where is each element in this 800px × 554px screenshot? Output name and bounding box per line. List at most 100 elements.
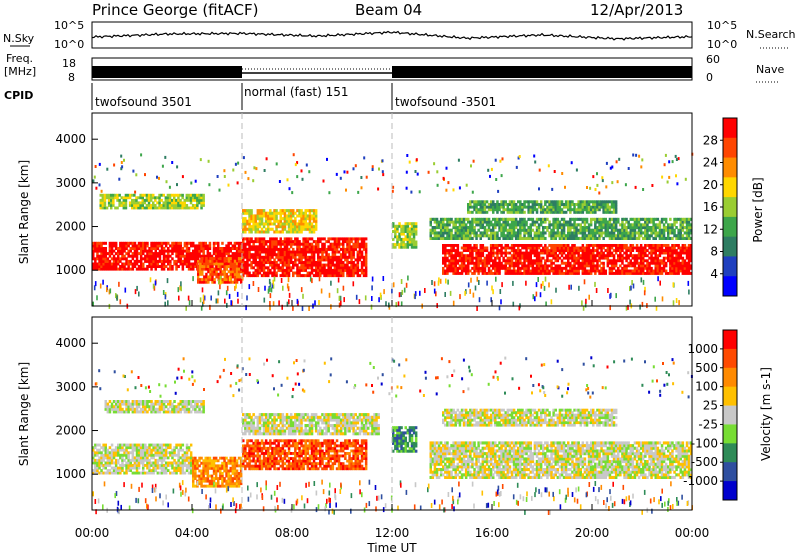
nsky-left-tick-bottom: 10^0 bbox=[54, 38, 84, 51]
power-ytick-label-1: 3000 bbox=[55, 176, 86, 190]
power-band-2 bbox=[197, 257, 243, 284]
velocity-colorbar-cell-4 bbox=[723, 405, 737, 425]
power-band-4 bbox=[242, 209, 318, 234]
nave-right-tick-top: 60 bbox=[706, 53, 720, 66]
cpid-segment-1: twofsound 3501 bbox=[95, 95, 192, 109]
velocity-colorbar-cell-1 bbox=[723, 348, 737, 369]
velocity-colorbar-label: Velocity [m s-1] bbox=[759, 367, 773, 461]
nave-right-tick-bottom: 0 bbox=[706, 71, 713, 84]
power-colorbar-cell-0 bbox=[723, 118, 737, 139]
velocity-band-1 bbox=[104, 400, 205, 414]
power-cbtick-label-1: 24 bbox=[703, 156, 718, 170]
power-ytick-label-2: 2000 bbox=[55, 220, 86, 234]
time-x-axis: 00:00 04:00 08:00 12:00 16:00 20:00 00:00 bbox=[75, 300, 710, 540]
velocity-colorbar-cell-0 bbox=[723, 330, 737, 350]
power-cbtick-label-5: 8 bbox=[710, 245, 718, 259]
xtick-label-2: 08:00 bbox=[275, 526, 310, 540]
xtick-label-1: 04:00 bbox=[175, 526, 210, 540]
power-band-7 bbox=[429, 217, 693, 240]
xtick-label-6: 00:00 bbox=[675, 526, 710, 540]
power-cbtick-label-0: 28 bbox=[703, 133, 718, 147]
xtick-label-0: 00:00 bbox=[75, 526, 110, 540]
velocity-cbtick-label-0: 1000 bbox=[687, 342, 718, 356]
freq-bar-segment-1 bbox=[92, 66, 242, 78]
velocity-colorbar-cell-7 bbox=[723, 462, 737, 482]
velocity-ytick-label-2: 2000 bbox=[55, 424, 86, 438]
date-title: 12/Apr/2013 bbox=[590, 1, 683, 19]
freq-bar-segment-3 bbox=[392, 66, 692, 78]
power-cbtick-label-3: 16 bbox=[703, 200, 718, 214]
power-heatmap bbox=[92, 152, 694, 311]
power-ylabel: Slant Range [km] bbox=[17, 160, 31, 264]
power-cbtick-label-6: 4 bbox=[710, 267, 718, 281]
power-band-8 bbox=[467, 200, 618, 214]
velocity-y-axis: 4000 3000 2000 1000 bbox=[55, 336, 98, 481]
velocity-cbtick-label-5: -100 bbox=[691, 436, 718, 450]
power-band-3 bbox=[242, 237, 368, 278]
velocity-colorbar-cell-8 bbox=[723, 481, 737, 501]
nave-label: Nave bbox=[756, 63, 784, 76]
velocity-band-5 bbox=[392, 426, 418, 453]
cpid-segment-3: twofsound -3501 bbox=[395, 95, 496, 109]
xtick-label-5: 20:00 bbox=[575, 526, 610, 540]
power-colorbar-label: Power [dB] bbox=[751, 177, 765, 242]
freq-unit-label: [MHz] bbox=[4, 65, 36, 78]
velocity-band-7 bbox=[442, 408, 618, 427]
xtick-label-3: 12:00 bbox=[375, 526, 410, 540]
power-colorbar-cell-4 bbox=[723, 197, 737, 218]
velocity-band-4 bbox=[242, 413, 380, 436]
nsky-right-tick-top: 10^5 bbox=[707, 19, 737, 32]
power-ytick-label-3: 1000 bbox=[55, 263, 86, 277]
velocity-cbtick-label-7: -1000 bbox=[683, 474, 718, 488]
nsky-label: N.Sky bbox=[3, 32, 35, 45]
power-scatter bbox=[92, 152, 694, 311]
velocity-cbtick-label-2: 100 bbox=[695, 380, 718, 394]
power-colorbar-cell-8 bbox=[723, 276, 737, 297]
power-band-6 bbox=[442, 244, 693, 275]
nsearch-label: N.Search bbox=[746, 28, 796, 41]
velocity-cbtick-label-4: -25 bbox=[698, 417, 718, 431]
velocity-colorbar-frame bbox=[722, 329, 738, 501]
velocity-ytick-label-3: 1000 bbox=[55, 467, 86, 481]
time-xlabel: Time UT bbox=[366, 541, 417, 554]
cpid-segment-2: normal (fast) 151 bbox=[244, 85, 348, 99]
cpid-label: CPID bbox=[4, 89, 33, 102]
power-colorbar-cell-6 bbox=[723, 236, 737, 257]
velocity-cbtick-label-6: -500 bbox=[691, 455, 718, 469]
velocity-ylabel: Slant Range [km] bbox=[17, 362, 31, 466]
beam-title: Beam 04 bbox=[355, 1, 422, 19]
power-band-0 bbox=[92, 241, 243, 271]
power-band-1 bbox=[99, 193, 205, 210]
velocity-colorbar: 1000 500 100 25 -25 -100 -500 -1000 bbox=[683, 329, 738, 501]
freq-label: Freq. bbox=[6, 52, 33, 65]
power-colorbar: 28 24 20 16 12 8 4 bbox=[703, 117, 738, 297]
velocity-colorbar-cell-5 bbox=[723, 424, 737, 444]
power-ytick-label-0: 4000 bbox=[55, 132, 86, 146]
velocity-band-2 bbox=[192, 456, 243, 488]
power-cbtick-label-4: 12 bbox=[703, 222, 718, 236]
freq-left-tick-top: 18 bbox=[62, 57, 76, 70]
xtick-label-4: 16:00 bbox=[475, 526, 510, 540]
velocity-scatter bbox=[92, 356, 693, 515]
power-colorbar-cell-2 bbox=[723, 157, 737, 178]
station-title: Prince George (fitACF) bbox=[92, 1, 258, 19]
nsky-series-line bbox=[91, 30, 693, 41]
velocity-colorbar-cell-3 bbox=[723, 386, 737, 407]
power-colorbar-cell-1 bbox=[723, 137, 737, 159]
velocity-cbtick-label-1: 500 bbox=[695, 361, 718, 375]
freq-left-tick-bottom: 8 bbox=[68, 71, 75, 84]
velocity-heatmap bbox=[92, 356, 693, 515]
power-colorbar-cell-7 bbox=[723, 256, 737, 277]
velocity-ytick-label-0: 4000 bbox=[55, 336, 86, 350]
velocity-colorbar-cell-2 bbox=[723, 367, 737, 388]
power-band-5 bbox=[392, 222, 418, 249]
power-colorbar-cell-5 bbox=[723, 216, 737, 238]
nsky-panel-frame bbox=[91, 21, 693, 49]
velocity-ytick-label-1: 3000 bbox=[55, 380, 86, 394]
velocity-band-3 bbox=[242, 439, 368, 471]
nsky-left-tick-top: 10^5 bbox=[54, 19, 84, 32]
power-y-axis: 4000 3000 2000 1000 bbox=[55, 132, 98, 277]
velocity-cbtick-label-3: 25 bbox=[703, 399, 718, 413]
velocity-band-0 bbox=[92, 443, 193, 475]
